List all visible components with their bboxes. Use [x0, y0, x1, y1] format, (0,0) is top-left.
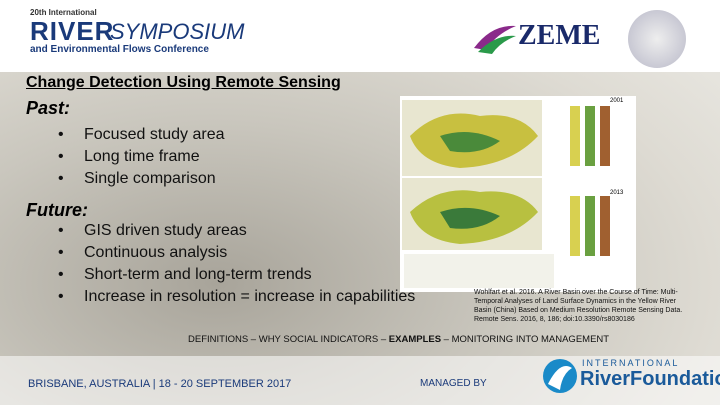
footer-managed: MANAGED BY: [420, 378, 487, 389]
nav-current: EXAMPLES: [388, 334, 442, 345]
event-river: RIVER: [30, 16, 115, 46]
bullet-item: Focused study area: [26, 124, 225, 146]
partner-seal: [628, 10, 686, 68]
citation: Wohlfart et al. 2016. A River Basin over…: [474, 289, 683, 323]
slide-title: Change Detection Using Remote Sensing: [26, 74, 341, 91]
past-list: Focused study areaLong time frameSingle …: [26, 124, 225, 190]
map-year: 2013: [610, 190, 624, 196]
future-heading: Future:: [26, 200, 88, 220]
zeme-icon: [474, 25, 516, 54]
bullet-item: GIS driven study areas: [26, 220, 415, 242]
event-small: 20th International: [30, 8, 97, 17]
bullet-item: Increase in resolution = increase in cap…: [26, 286, 415, 308]
nav-item: DEFINITIONS – WHY SOCIAL INDICATORS –: [188, 334, 389, 345]
nav-bar: DEFINITIONS – WHY SOCIAL INDICATORS – EX…: [188, 334, 609, 345]
event-sub: and Environmental Flows Conference: [30, 44, 209, 55]
bullet-item: Long time frame: [26, 146, 225, 168]
foundation-name: RiverFoundation: [580, 368, 720, 390]
past-heading: Past:: [26, 98, 71, 118]
footer-band: [0, 356, 720, 405]
future-list: GIS driven study areasContinuous analysi…: [26, 220, 415, 308]
map-year: 2001: [610, 98, 624, 104]
foundation-small: INTERNATIONAL: [582, 358, 680, 368]
bullet-item: Short-term and long-term trends: [26, 264, 415, 286]
footer-location: BRISBANE, AUSTRALIA | 18 - 20 SEPTEMBER …: [28, 378, 292, 390]
foundation-icon: [543, 359, 577, 393]
bullet-item: Continuous analysis: [26, 242, 415, 264]
nav-item: – MONITORING INTO MANAGEMENT: [441, 334, 610, 345]
bullet-item: Single comparison: [26, 168, 225, 190]
header-band: [0, 0, 720, 72]
event-symposium: SYMPOSIUM: [110, 19, 245, 44]
map-figure: 2001 2013: [400, 96, 636, 292]
zeme-text: ZEME: [518, 20, 601, 51]
